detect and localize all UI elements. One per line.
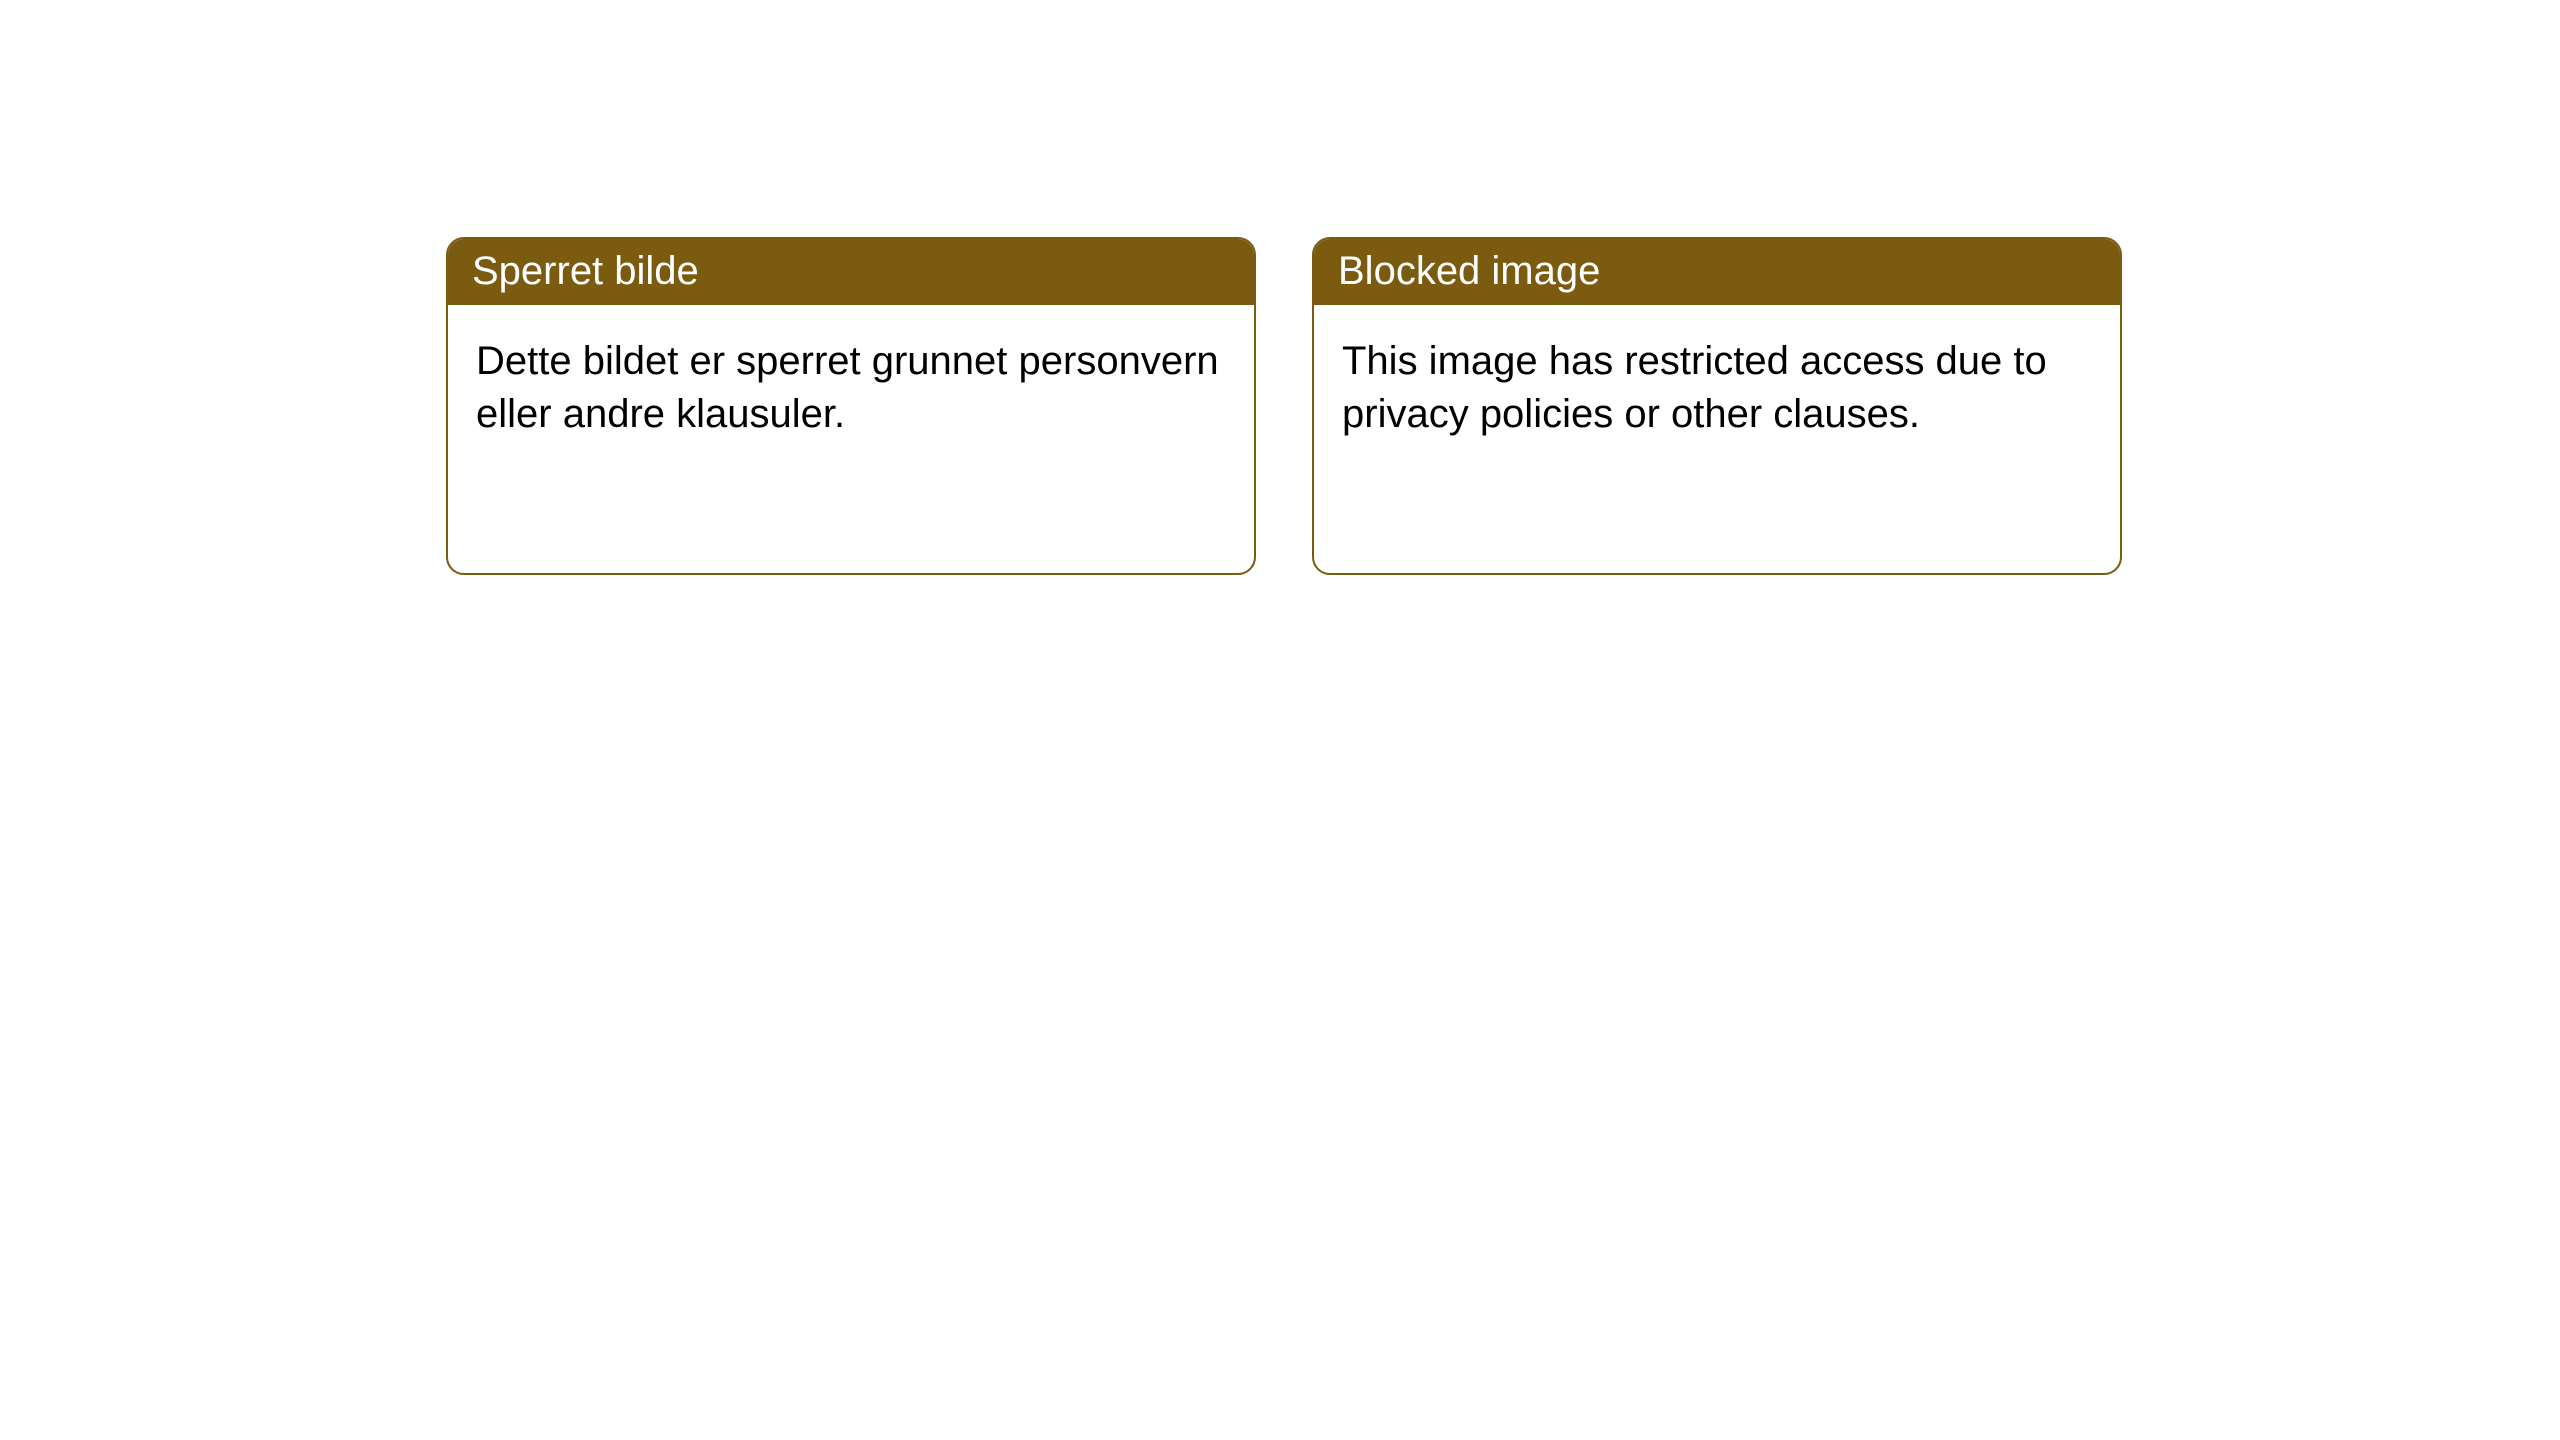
notice-title-norwegian: Sperret bilde [448,239,1254,305]
notice-container: Sperret bilde Dette bildet er sperret gr… [0,0,2560,575]
notice-box-english: Blocked image This image has restricted … [1312,237,2122,575]
notice-body-english: This image has restricted access due to … [1314,305,2120,471]
notice-title-english: Blocked image [1314,239,2120,305]
notice-body-norwegian: Dette bildet er sperret grunnet personve… [448,305,1254,471]
notice-box-norwegian: Sperret bilde Dette bildet er sperret gr… [446,237,1256,575]
